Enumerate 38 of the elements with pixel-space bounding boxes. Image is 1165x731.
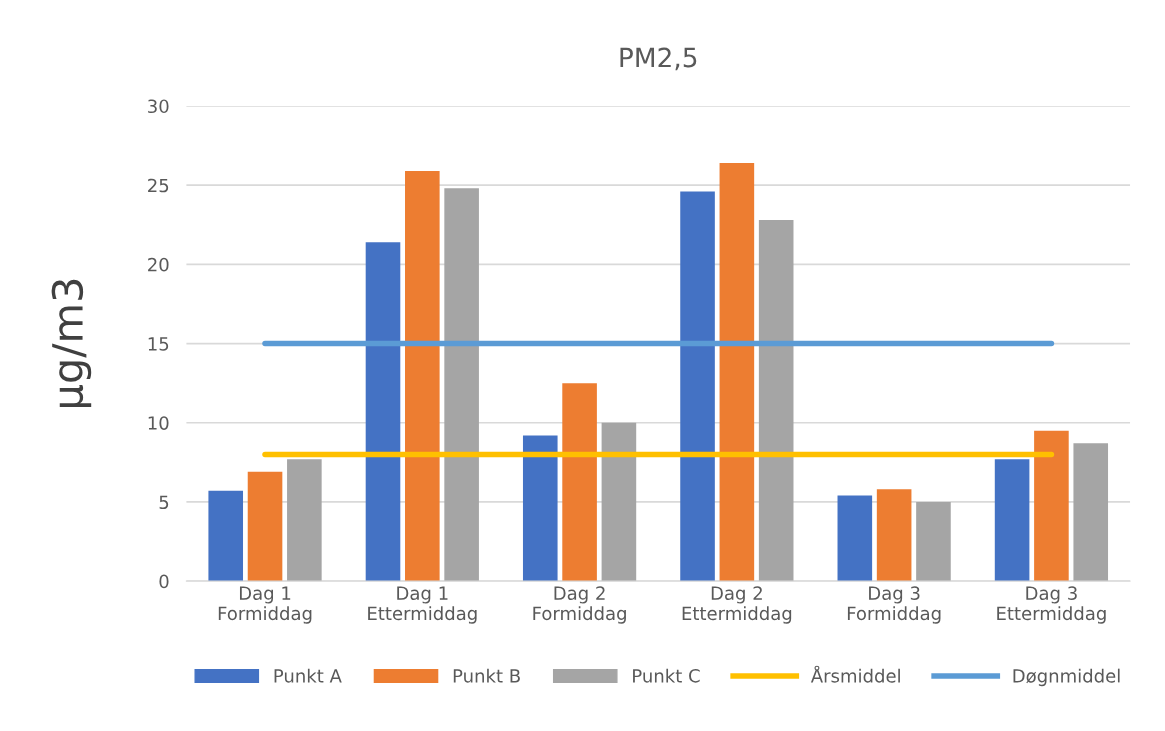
bar [680, 191, 715, 582]
chart-title: PM2,5 [620, 47, 697, 71]
y-tick-label: 20 [148, 257, 169, 272]
y-tick-label: 15 [148, 337, 169, 351]
bar [287, 459, 322, 582]
bar [837, 495, 873, 582]
bar [876, 489, 912, 582]
bar [444, 188, 479, 582]
bar [365, 242, 401, 582]
x-tick-label: Dag 2 Formiddag [533, 586, 626, 624]
bar [601, 422, 637, 582]
y-tick-label: 30 [148, 99, 169, 114]
bar [208, 490, 244, 582]
bar [522, 435, 558, 582]
x-tick-label: Dag 1 Ettermiddag [368, 586, 477, 624]
y-tick-label: 25 [148, 178, 169, 193]
bar [562, 383, 597, 582]
x-tick-label: Dag 1 Formiddag [218, 586, 312, 624]
bar [1073, 443, 1109, 582]
bar [916, 501, 951, 582]
y-axis-title: µg/m3 [51, 279, 92, 408]
x-tick-label: Dag 3 Ettermiddag [997, 586, 1106, 624]
legend-label: Punkt B [453, 668, 520, 683]
x-tick-label: Dag 3 Formiddag [847, 586, 941, 624]
legend-label: Døgnmiddel [1013, 668, 1120, 687]
bar [1034, 430, 1069, 582]
legend-label: Årsmiddel [810, 665, 900, 683]
bar [994, 459, 1030, 582]
legend-label: Punkt A [274, 668, 342, 683]
bar [758, 220, 794, 582]
y-tick-label: 10 [148, 416, 169, 430]
bar [405, 170, 440, 582]
legend-label: Punkt C [633, 668, 700, 683]
bar [719, 163, 755, 582]
y-tick-label: 0 [159, 574, 169, 589]
y-tick-label: 5 [159, 495, 169, 510]
bar [247, 471, 283, 582]
x-tick-label: Dag 2 Ettermiddag [682, 586, 792, 624]
